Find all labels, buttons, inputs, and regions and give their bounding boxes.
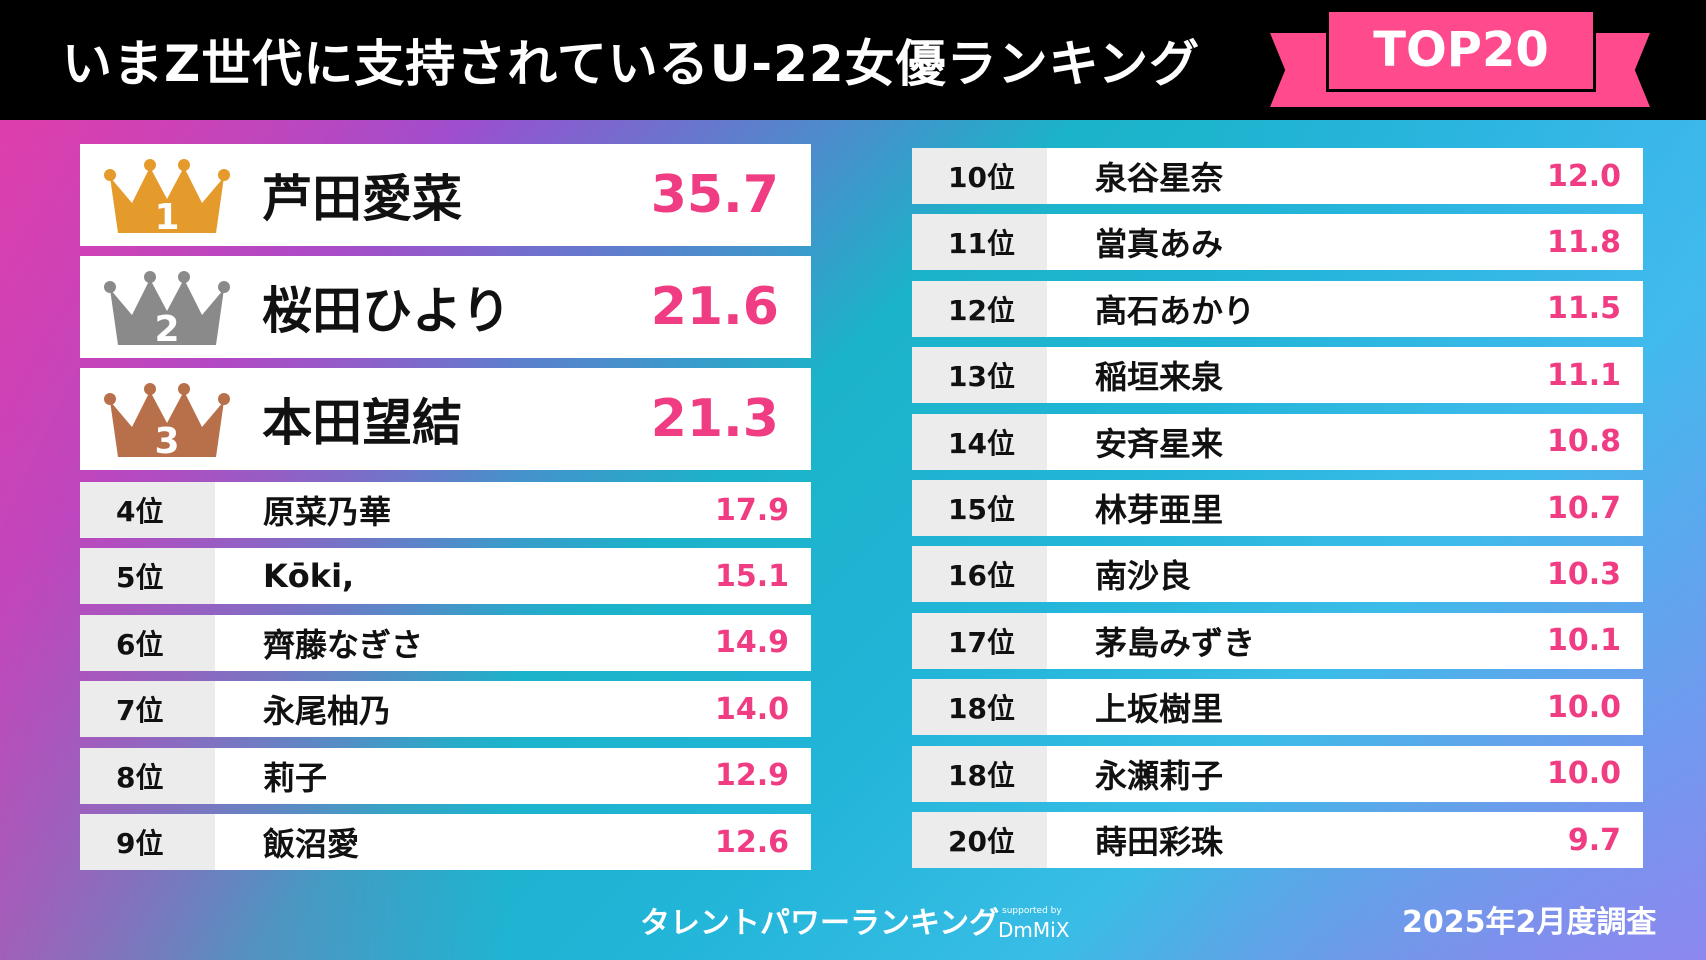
rank-label: 18位 bbox=[912, 745, 1047, 802]
rank-label: 6位 bbox=[80, 614, 215, 671]
rank-label: 5位 bbox=[80, 548, 215, 605]
svg-text:1: 1 bbox=[154, 197, 179, 235]
actress-name: 髙石あかり bbox=[1095, 291, 1256, 330]
rank-label: 11位 bbox=[912, 214, 1047, 271]
rank-label: 13位 bbox=[912, 347, 1047, 404]
actress-name: 上坂樹里 bbox=[1095, 690, 1224, 729]
score: 11.8 bbox=[1546, 224, 1621, 260]
score: 12.6 bbox=[714, 824, 789, 860]
talent-power-ranking-logo: タレントパワーランキング bbox=[640, 906, 1000, 941]
actress-name: 芦田愛菜 bbox=[262, 170, 462, 228]
score: 21.3 bbox=[650, 389, 779, 449]
rank-row: 20位 蒔田彩珠 9.7 bbox=[912, 812, 1643, 868]
actress-name: 蒔田彩珠 bbox=[1095, 823, 1224, 861]
actress-name: 桜田ひより bbox=[262, 282, 511, 340]
page-title: いまZ世代に支持されているU-22女優ランキング bbox=[62, 35, 1201, 93]
svg-text:3: 3 bbox=[154, 421, 179, 459]
rank-row: 18位 永瀬莉子 10.0 bbox=[912, 745, 1643, 802]
score: 35.7 bbox=[650, 165, 779, 225]
rank-label: 12位 bbox=[912, 280, 1047, 337]
top-rank-row: 1 芦田愛菜 35.7 bbox=[80, 144, 811, 246]
top-rank-row: 3 本田望結 21.3 bbox=[80, 368, 811, 470]
rank-label: 9位 bbox=[80, 814, 215, 870]
score: 15.1 bbox=[714, 558, 789, 594]
top-rank-row: 2 桜田ひより 21.6 bbox=[80, 256, 811, 358]
actress-name: Kōki, bbox=[263, 557, 355, 596]
score: 14.0 bbox=[714, 691, 789, 727]
rank-row: 17位 茅島みずき 10.1 bbox=[912, 612, 1643, 669]
score: 10.0 bbox=[1546, 689, 1621, 725]
actress-name: 稲垣来泉 bbox=[1095, 358, 1224, 397]
rank-label: 17位 bbox=[912, 612, 1047, 669]
score: 11.5 bbox=[1546, 291, 1621, 327]
rank-row: 18位 上坂樹里 10.0 bbox=[912, 679, 1643, 736]
rank-row: 4位 原菜乃華 17.9 bbox=[80, 482, 811, 538]
score: 10.1 bbox=[1546, 623, 1621, 659]
actress-name: 當真あみ bbox=[1095, 225, 1224, 264]
rank-row: 16位 南沙良 10.3 bbox=[912, 546, 1643, 603]
actress-name: 林芽亜里 bbox=[1095, 491, 1224, 529]
actress-name: 齊藤なぎさ bbox=[263, 625, 424, 664]
score: 11.1 bbox=[1546, 357, 1621, 393]
actress-name: 原菜乃華 bbox=[263, 493, 392, 531]
score: 10.0 bbox=[1546, 756, 1621, 792]
actress-name: 飯沼愛 bbox=[263, 825, 360, 863]
actress-name: 南沙良 bbox=[1095, 557, 1192, 596]
crown-icon: 2 bbox=[104, 271, 230, 347]
score: 10.7 bbox=[1546, 490, 1621, 526]
rank-label: 18位 bbox=[912, 679, 1047, 736]
rank-label: 4位 bbox=[80, 482, 215, 538]
rank-row: 11位 當真あみ 11.8 bbox=[912, 214, 1643, 271]
rank-label: 15位 bbox=[912, 480, 1047, 536]
rank-row: 10位 泉谷星奈 12.0 bbox=[912, 148, 1643, 204]
score: 12.9 bbox=[714, 758, 789, 794]
supported-by: supported by bbox=[1002, 906, 1062, 916]
score: 10.8 bbox=[1546, 424, 1621, 460]
score: 10.3 bbox=[1546, 556, 1621, 592]
rank-row: 6位 齊藤なぎさ 14.9 bbox=[80, 614, 811, 671]
score: 9.7 bbox=[1567, 822, 1621, 858]
actress-name: 永尾柚乃 bbox=[263, 692, 392, 731]
dmmix-logo: DmMiX bbox=[998, 918, 1070, 942]
actress-name: 泉谷星奈 bbox=[1095, 159, 1224, 197]
rank-row: 15位 林芽亜里 10.7 bbox=[912, 480, 1643, 536]
rank-row: 9位 飯沼愛 12.6 bbox=[80, 814, 811, 870]
rank-row: 13位 稲垣来泉 11.1 bbox=[912, 347, 1643, 404]
actress-name: 安斉星来 bbox=[1095, 424, 1224, 463]
rank-row: 7位 永尾柚乃 14.0 bbox=[80, 681, 811, 738]
rank-row: 8位 莉子 12.9 bbox=[80, 747, 811, 804]
actress-name: 莉子 bbox=[263, 758, 328, 797]
score: 12.0 bbox=[1546, 158, 1621, 194]
crown-icon: 3 bbox=[104, 383, 230, 459]
top20-badge: TOP20 bbox=[1326, 12, 1596, 92]
survey-date: 2025年2月度調査 bbox=[1402, 905, 1657, 940]
rank-row: 14位 安斉星来 10.8 bbox=[912, 413, 1643, 470]
rank-label: 20位 bbox=[912, 812, 1047, 868]
score: 14.9 bbox=[714, 625, 789, 661]
rank-row: 12位 髙石あかり 11.5 bbox=[912, 280, 1643, 337]
svg-text:2: 2 bbox=[154, 309, 179, 347]
rank-label: 14位 bbox=[912, 413, 1047, 470]
rank-label: 8位 bbox=[80, 747, 215, 804]
actress-name: 本田望結 bbox=[262, 394, 462, 452]
actress-name: 茅島みずき bbox=[1095, 623, 1256, 662]
score: 17.9 bbox=[714, 492, 789, 528]
actress-name: 永瀬莉子 bbox=[1095, 756, 1224, 795]
rank-label: 16位 bbox=[912, 546, 1047, 603]
header: いまZ世代に支持されているU-22女優ランキング TOP20 bbox=[0, 0, 1706, 120]
rank-row: 5位 Kōki, 15.1 bbox=[80, 548, 811, 605]
rank-label: 7位 bbox=[80, 681, 215, 738]
rank-label: 10位 bbox=[912, 148, 1047, 204]
score: 21.6 bbox=[650, 277, 779, 337]
crown-icon: 1 bbox=[104, 159, 230, 235]
